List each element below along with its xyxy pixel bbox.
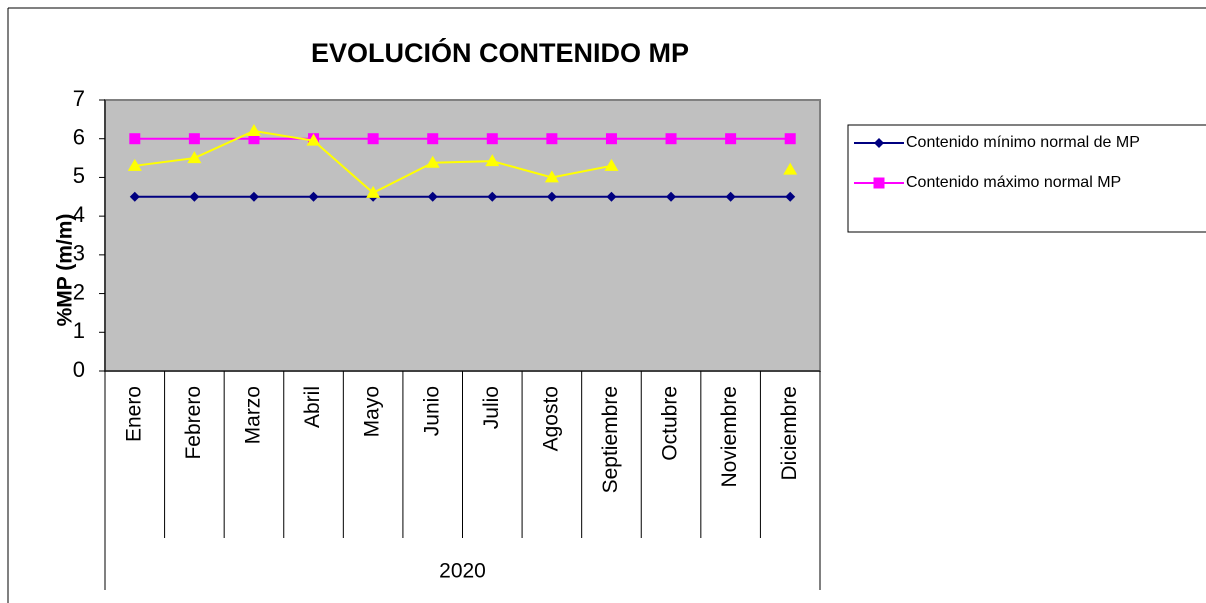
x-tick-label: Diciembre: [778, 386, 801, 481]
marker: [606, 191, 617, 202]
x-tick-label: Marzo: [242, 386, 265, 444]
marker: [366, 185, 381, 198]
marker: [666, 191, 677, 202]
legend-entry: Contenido máximo normal MP: [906, 174, 1122, 191]
marker: [784, 133, 796, 145]
marker: [129, 133, 141, 145]
marker: [246, 123, 261, 136]
marker: [604, 158, 619, 171]
y-tick-label: 4: [73, 202, 85, 227]
marker: [308, 191, 319, 202]
marker: [487, 191, 498, 202]
marker: [127, 158, 142, 171]
marker: [188, 133, 200, 145]
legend-marker: [874, 138, 884, 148]
marker: [546, 133, 558, 145]
marker: [367, 133, 379, 145]
x-tick-label: Noviembre: [718, 386, 741, 488]
x-tick-label: Mayo: [361, 386, 384, 437]
marker: [544, 170, 559, 183]
x-tick-label: Junio: [420, 386, 443, 436]
x-tick-label: Agosto: [539, 386, 562, 451]
x-tick-label: Julio: [480, 386, 503, 429]
marker: [486, 133, 498, 145]
marker: [248, 191, 259, 202]
marker: [129, 191, 140, 202]
marker: [546, 191, 557, 202]
x-tick-label: Septiembre: [599, 386, 622, 493]
x-tick-label: Abril: [301, 386, 324, 428]
marker: [725, 191, 736, 202]
y-tick-label: 3: [73, 241, 85, 266]
marker: [306, 133, 321, 146]
x-tick-label: Enero: [122, 386, 145, 442]
marker: [725, 133, 737, 145]
marker: [187, 151, 202, 164]
marker: [248, 133, 260, 145]
y-tick-label: 7: [73, 86, 85, 111]
marker: [425, 155, 440, 168]
marker: [427, 191, 438, 202]
legend-box: [847, 124, 1206, 233]
legend-label: Contenido mínimo normal de MP: [906, 134, 1140, 151]
y-tick-label: 5: [73, 163, 85, 188]
x-tick-label: Febrero: [182, 386, 205, 460]
marker: [605, 133, 617, 145]
legend-marker: [873, 177, 885, 189]
marker: [785, 191, 796, 202]
y-axis-label: %MP (m/m): [54, 214, 77, 327]
marker: [427, 133, 439, 145]
marker: [783, 162, 798, 175]
legend-label: Contenido máximo normal MP: [906, 174, 1122, 191]
y-tick-label: 2: [73, 279, 85, 304]
marker: [665, 133, 677, 145]
y-tick-label: 0: [73, 357, 85, 382]
legend-entry: Contenido mínimo normal de MP: [906, 134, 1140, 151]
marker: [189, 191, 200, 202]
plot-area: [104, 99, 821, 372]
chart-title: EVOLUCIÓN CONTENIDO MP: [311, 37, 689, 68]
y-tick-label: 1: [73, 318, 85, 343]
marker: [485, 154, 500, 167]
x-tick-label: Octubre: [659, 386, 682, 461]
category-group-label: 2020: [439, 560, 486, 583]
y-tick-label: 6: [73, 125, 85, 150]
